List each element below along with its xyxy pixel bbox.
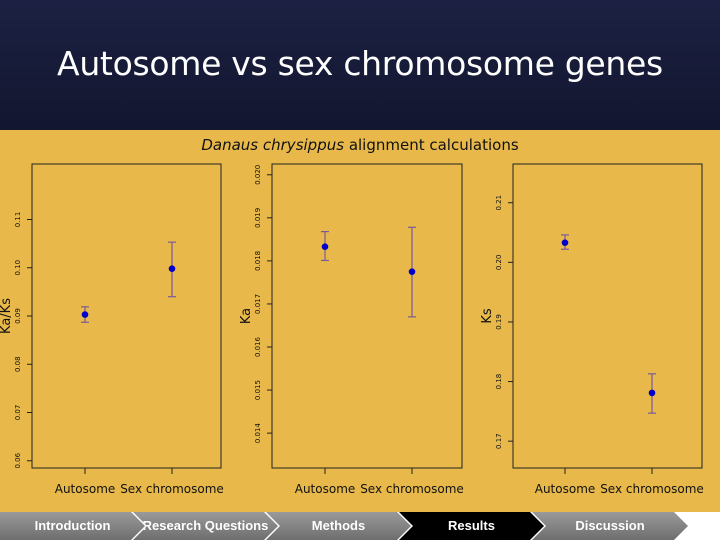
chart2-ylabel: Ka [239,308,254,324]
chart2-ytick-label: 0.019 [254,208,262,228]
chart3-ytick-label: 0.20 [495,255,503,271]
chart-heading-rest: alignment calculations [344,136,519,154]
slide-title: Autosome vs sex chromosome genes [57,44,663,83]
chart1-ytick-label: 0.06 [14,452,22,468]
chart2-ytick-label: 0.017 [254,294,262,314]
chart1-ytick-label: 0.09 [14,308,22,324]
chart1-point [81,311,89,318]
chart1-category-label: Sex chromosome [120,482,224,496]
nav-discussion[interactable]: Discussion [532,512,688,540]
nav-introduction[interactable]: Introduction [0,512,145,540]
chart2-point [408,268,416,275]
chart3-ylabel: Ks [480,308,495,324]
chart1-point [168,265,176,273]
chart3-category-label: Autosome [535,482,596,496]
chart1-ytick-label: 0.10 [14,260,22,276]
chart1-category-label: Autosome [55,482,116,496]
charts-svg: 0.06 0.07 0.08 0.09 0.10 0.11 Ka/Ks Autosome Sex… [0,163,704,496]
chart2-frame [271,163,463,469]
chart1-ytick-label: 0.11 [14,212,22,228]
navigation-bar: Introduction Research Questions Methods … [0,512,720,540]
chart2-category-label: Autosome [295,482,356,496]
chart2-ytick-label: 0.014 [254,423,262,444]
chart1-ylabel: Ka/Ks [0,298,14,334]
chart2-ytick-label: 0.020 [254,165,262,185]
chart3-ytick-label: 0.21 [495,195,503,211]
chart3-point [561,239,569,246]
chart3-category-label: Sex chromosome [600,482,704,496]
chart1-ytick-label: 0.07 [14,405,22,421]
chart-area: Danaus chrysippus alignment calculations [0,130,720,512]
chart2-ytick-label: 0.015 [254,380,262,400]
nav-results[interactable]: Results [399,512,544,540]
chart2-point [321,243,329,250]
chart3-frame [512,163,703,469]
chart2-category-label: Sex chromosome [360,482,464,496]
nav-research-questions[interactable]: Research Questions [133,512,278,540]
chart3-ytick-label: 0.19 [495,314,503,330]
chart2-ytick-label: 0.018 [254,251,262,271]
chart2-ytick-label: 0.016 [254,336,262,357]
chart3-ytick-label: 0.18 [495,374,503,390]
chart-heading: Danaus chrysippus alignment calculations [0,136,720,154]
chart1-frame [31,163,222,469]
chart3-point [648,389,656,397]
chart-heading-species: Danaus chrysippus [201,136,345,154]
chart1-ytick-label: 0.08 [14,356,22,372]
chart3-ytick-label: 0.17 [495,433,503,449]
nav-methods[interactable]: Methods [266,512,411,540]
slide-header: Autosome vs sex chromosome genes [0,0,720,130]
